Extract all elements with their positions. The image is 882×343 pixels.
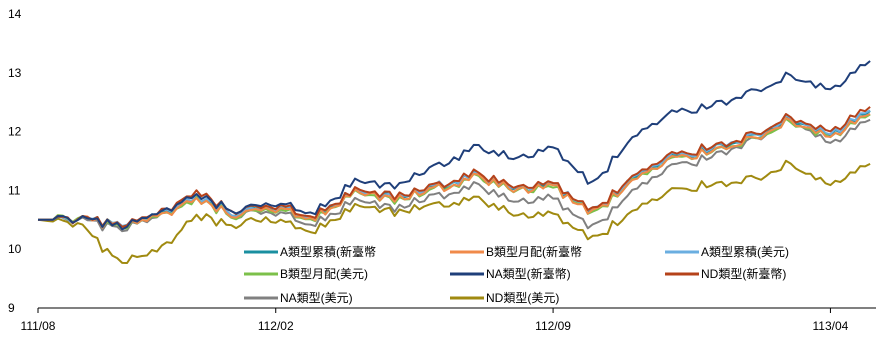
legend-entry-label: B類型月配(美元) bbox=[280, 267, 368, 281]
x-axis-ticks: 111/08 112/02 112/09 113/04 bbox=[21, 308, 849, 333]
legend-entry-label: A類型累積(新臺幣 bbox=[280, 244, 376, 259]
legend-entry-label: ND類型(美元) bbox=[486, 291, 559, 305]
y-tick-label: 9 bbox=[8, 301, 15, 315]
legend-entry-label: NA類型(新臺幣) bbox=[486, 266, 571, 281]
x-tick-label: 112/09 bbox=[535, 319, 571, 333]
series-lines bbox=[37, 60, 871, 264]
legend-entry-label: NA類型(美元) bbox=[280, 291, 353, 305]
x-tick-label: 112/02 bbox=[258, 319, 294, 333]
y-axis-ticks: 9 10 11 12 13 14 bbox=[8, 7, 22, 315]
series-line bbox=[38, 106, 871, 228]
legend: A類型累積(新臺幣 B類型月配(新臺幣 A類型累積(美元) B類型月配(美元) NA類型… bbox=[244, 244, 789, 305]
x-tick-label: 111/08 bbox=[21, 319, 56, 333]
y-tick-label: 10 bbox=[8, 242, 22, 256]
y-tick-label: 14 bbox=[8, 7, 22, 21]
y-tick-label: 11 bbox=[8, 183, 21, 197]
x-tick-label: 113/04 bbox=[813, 319, 849, 333]
legend-entry-label: ND類型(新臺幣) bbox=[701, 266, 786, 281]
y-tick-label: 13 bbox=[8, 66, 22, 80]
legend-entry-label: B類型月配(新臺幣 bbox=[486, 244, 582, 259]
series-line bbox=[38, 113, 871, 230]
legend-entry-label: A類型累積(美元) bbox=[701, 244, 789, 259]
series-line bbox=[37, 159, 871, 264]
series-line bbox=[38, 60, 871, 231]
y-tick-label: 12 bbox=[8, 125, 22, 139]
